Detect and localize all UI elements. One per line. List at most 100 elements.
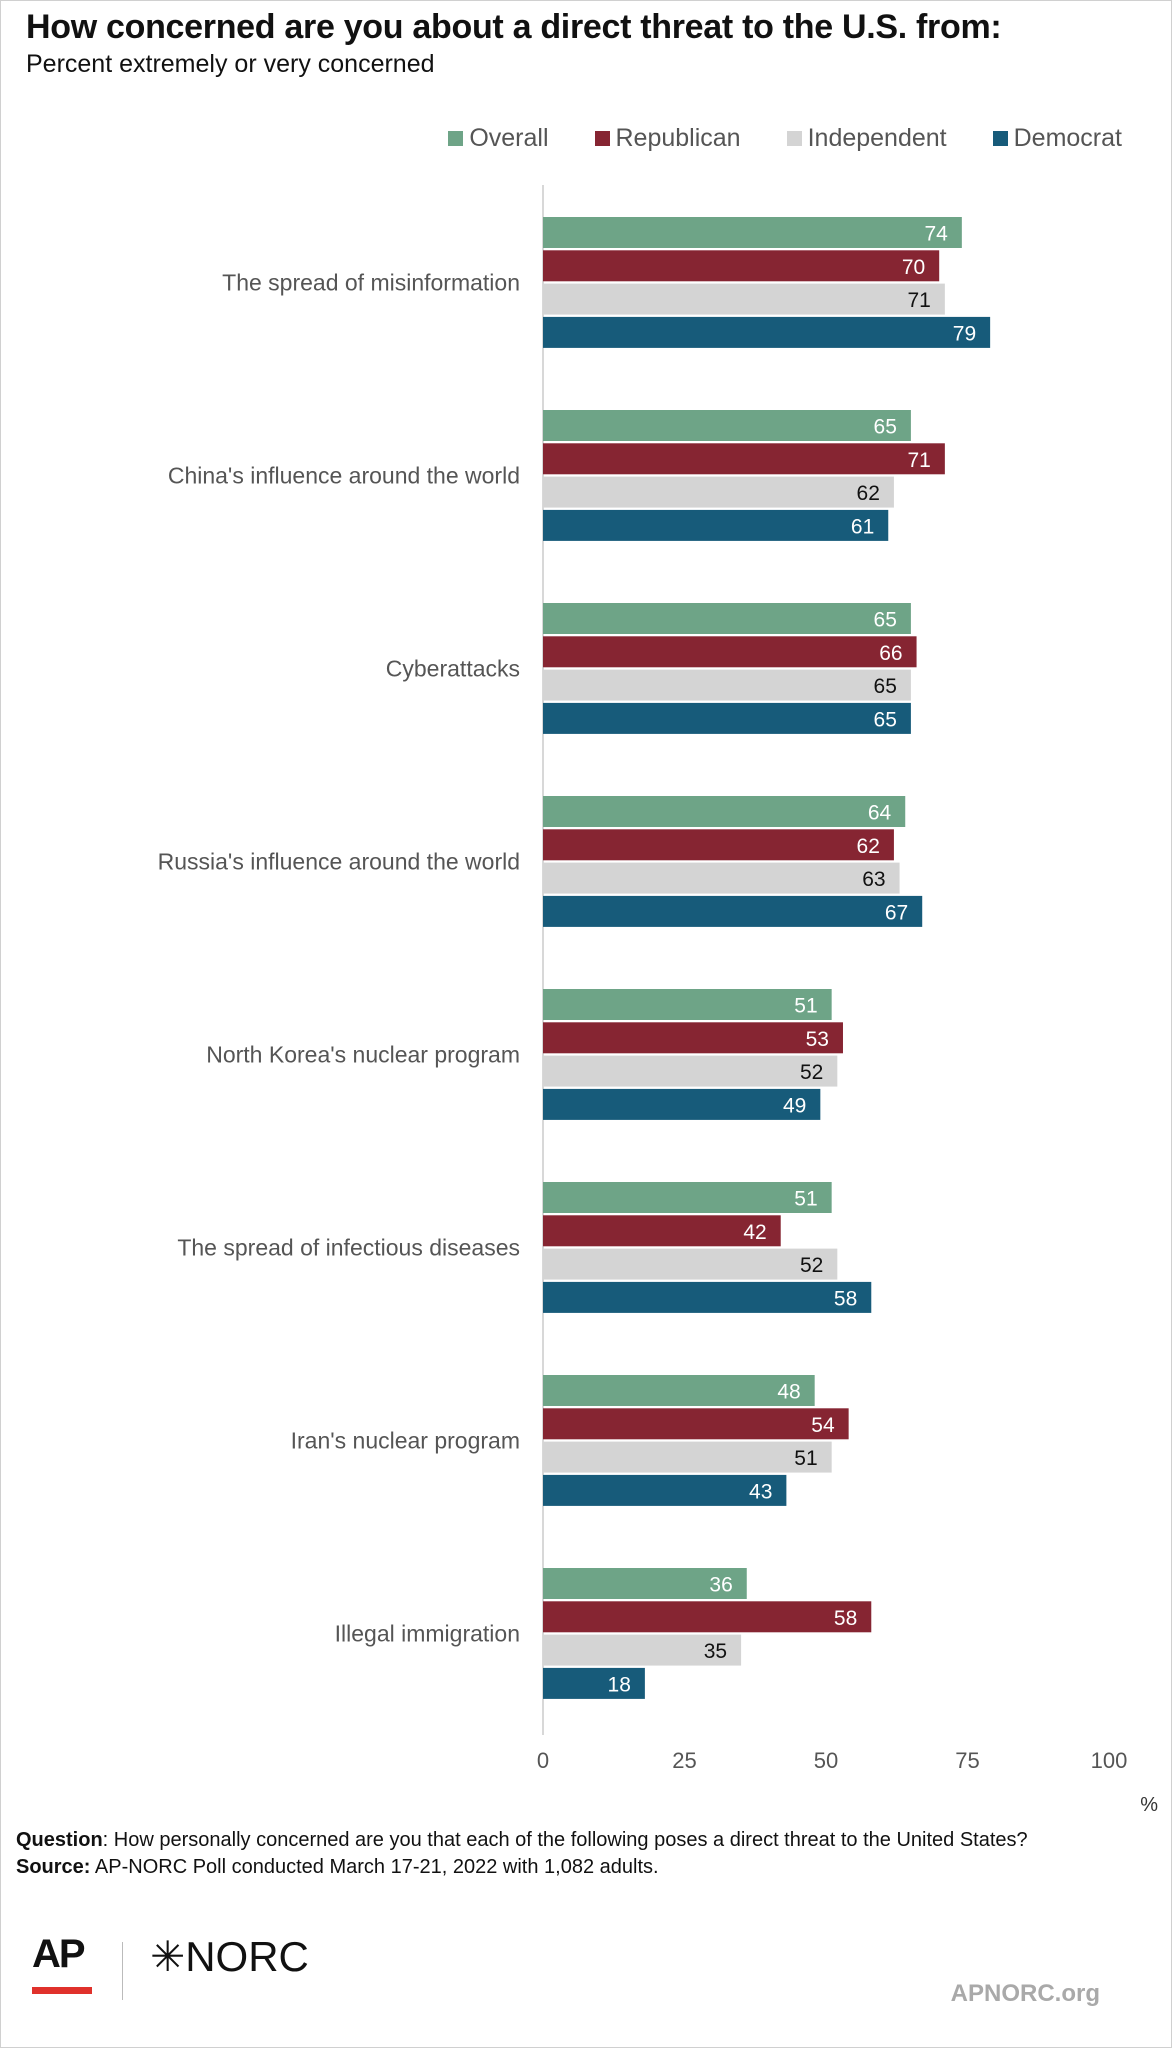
data-label-democrat-north-korea-s-nuclear-program: 49 bbox=[783, 1094, 806, 1117]
data-label-democrat-illegal-immigration: 18 bbox=[608, 1673, 631, 1696]
category-label-north-korea-s-nuclear-program: North Korea's nuclear program bbox=[206, 1041, 520, 1067]
data-label-overall-russia-s-influence-around-the-world: 64 bbox=[868, 802, 892, 825]
bar-overall-iran-s-nuclear-program bbox=[543, 1375, 815, 1406]
bar-independent-cyberattacks bbox=[543, 669, 911, 701]
bar-democrat-north-korea-s-nuclear-program bbox=[543, 1088, 821, 1120]
bar-democrat-illegal-immigration bbox=[543, 1667, 645, 1699]
x-tick-label-25: 25 bbox=[672, 1748, 696, 1773]
chart-legend: Overall Republican Independent Democrat bbox=[448, 124, 1122, 153]
bar-independent-illegal-immigration bbox=[543, 1634, 742, 1666]
x-tick-label-100: 100 bbox=[1091, 1748, 1128, 1773]
legend-item-overall: Overall bbox=[448, 124, 549, 153]
site-url: APNORC.org bbox=[950, 1980, 1100, 2007]
legend-swatch-democrat bbox=[992, 131, 1008, 146]
data-label-republican-china-s-influence-around-the-world: 71 bbox=[908, 449, 931, 472]
category-label-the-spread-of-infectious-diseases: The spread of infectious diseases bbox=[177, 1234, 520, 1260]
bar-democrat-cyberattacks bbox=[543, 702, 911, 734]
legend-item-independent: Independent bbox=[786, 124, 947, 153]
bar-democrat-the-spread-of-misinformation bbox=[543, 316, 991, 348]
bar-overall-illegal-immigration bbox=[543, 1568, 747, 1599]
chart-title: How concerned are you about a direct thr… bbox=[26, 8, 1002, 46]
bar-independent-the-spread-of-misinformation bbox=[543, 283, 945, 315]
bar-independent-china-s-influence-around-the-world bbox=[543, 476, 894, 508]
bar-republican-north-korea-s-nuclear-program bbox=[543, 1022, 843, 1054]
data-label-democrat-iran-s-nuclear-program: 43 bbox=[749, 1480, 772, 1503]
bar-republican-china-s-influence-around-the-world bbox=[543, 443, 945, 475]
data-label-independent-russia-s-influence-around-the-world: 63 bbox=[862, 868, 885, 891]
bar-republican-russia-s-influence-around-the-world bbox=[543, 829, 894, 861]
category-label-the-spread-of-misinformation: The spread of misinformation bbox=[222, 269, 520, 295]
data-label-independent-north-korea-s-nuclear-program: 52 bbox=[800, 1061, 823, 1084]
bar-democrat-china-s-influence-around-the-world bbox=[543, 509, 889, 541]
x-axis-unit: % bbox=[1140, 1794, 1158, 1816]
data-label-republican-north-korea-s-nuclear-program: 53 bbox=[806, 1028, 829, 1051]
bar-chart: The spread of misinformation 74 70 71 79 Chin… bbox=[158, 185, 1158, 1816]
legend-swatch-overall bbox=[448, 131, 464, 146]
data-label-republican-russia-s-influence-around-the-world: 62 bbox=[857, 835, 880, 858]
footnote: Question: How personally concerned are y… bbox=[16, 1827, 1156, 1881]
bar-overall-the-spread-of-misinformation bbox=[543, 217, 962, 248]
legend-item-republican: Republican bbox=[594, 124, 741, 153]
legend-label-overall: Overall bbox=[469, 124, 549, 152]
data-label-overall-the-spread-of-infectious-diseases: 51 bbox=[794, 1188, 817, 1211]
bar-independent-iran-s-nuclear-program bbox=[543, 1441, 832, 1473]
data-label-independent-the-spread-of-misinformation: 71 bbox=[908, 289, 931, 312]
source-line: Source: AP-NORC Poll conducted March 17-… bbox=[16, 1854, 1156, 1881]
data-label-democrat-cyberattacks: 65 bbox=[874, 708, 897, 731]
x-tick-label-50: 50 bbox=[814, 1748, 838, 1773]
legend-label-independent: Independent bbox=[807, 124, 947, 152]
data-label-independent-iran-s-nuclear-program: 51 bbox=[794, 1447, 817, 1470]
bar-independent-north-korea-s-nuclear-program bbox=[543, 1055, 838, 1087]
bar-independent-russia-s-influence-around-the-world bbox=[543, 862, 900, 894]
data-label-republican-iran-s-nuclear-program: 54 bbox=[811, 1414, 835, 1437]
category-label-illegal-immigration: Illegal immigration bbox=[335, 1620, 520, 1646]
data-label-overall-iran-s-nuclear-program: 48 bbox=[777, 1381, 800, 1404]
data-label-democrat-the-spread-of-infectious-diseases: 58 bbox=[834, 1287, 857, 1310]
bar-republican-the-spread-of-misinformation bbox=[543, 250, 940, 282]
legend-swatch-independent bbox=[786, 131, 802, 146]
category-label-russia-s-influence-around-the-world: Russia's influence around the world bbox=[158, 848, 520, 874]
data-label-overall-north-korea-s-nuclear-program: 51 bbox=[794, 995, 817, 1018]
data-label-independent-cyberattacks: 65 bbox=[874, 675, 897, 698]
bar-democrat-the-spread-of-infectious-diseases bbox=[543, 1281, 872, 1313]
bar-democrat-iran-s-nuclear-program bbox=[543, 1474, 787, 1506]
data-label-overall-the-spread-of-misinformation: 74 bbox=[924, 223, 948, 246]
bar-overall-the-spread-of-infectious-diseases bbox=[543, 1182, 832, 1213]
data-label-republican-illegal-immigration: 58 bbox=[834, 1607, 857, 1630]
question-line: Question: How personally concerned are y… bbox=[16, 1827, 1156, 1854]
data-label-independent-china-s-influence-around-the-world: 62 bbox=[857, 482, 880, 505]
bar-overall-north-korea-s-nuclear-program bbox=[543, 989, 832, 1020]
x-tick-label-0: 0 bbox=[537, 1748, 549, 1773]
question-label: Question bbox=[16, 1829, 103, 1851]
ap-logo-bar bbox=[32, 1987, 92, 1994]
data-label-overall-illegal-immigration: 36 bbox=[709, 1574, 732, 1597]
bar-republican-the-spread-of-infectious-diseases bbox=[543, 1215, 781, 1247]
logo-divider bbox=[122, 1942, 123, 2000]
bar-republican-cyberattacks bbox=[543, 636, 917, 668]
data-label-republican-the-spread-of-misinformation: 70 bbox=[902, 256, 925, 279]
chart-subtitle: Percent extremely or very concerned bbox=[26, 50, 435, 78]
data-label-overall-cyberattacks: 65 bbox=[874, 609, 897, 632]
norc-logo: ✳NORC bbox=[150, 1933, 309, 1980]
bar-republican-iran-s-nuclear-program bbox=[543, 1408, 849, 1440]
category-label-cyberattacks: Cyberattacks bbox=[386, 655, 520, 681]
legend-label-republican: Republican bbox=[615, 124, 741, 152]
data-label-overall-china-s-influence-around-the-world: 65 bbox=[874, 416, 897, 439]
bar-overall-china-s-influence-around-the-world bbox=[543, 410, 911, 441]
data-label-democrat-china-s-influence-around-the-world: 61 bbox=[851, 515, 874, 538]
x-tick-label-75: 75 bbox=[955, 1748, 979, 1773]
category-label-china-s-influence-around-the-world: China's influence around the world bbox=[168, 462, 520, 488]
data-label-independent-the-spread-of-infectious-diseases: 52 bbox=[800, 1254, 823, 1277]
bar-republican-illegal-immigration bbox=[543, 1601, 872, 1633]
data-label-democrat-russia-s-influence-around-the-world: 67 bbox=[885, 901, 908, 924]
bar-overall-russia-s-influence-around-the-world bbox=[543, 796, 906, 827]
data-label-democrat-the-spread-of-misinformation: 79 bbox=[953, 322, 976, 345]
data-label-republican-cyberattacks: 66 bbox=[879, 642, 902, 665]
ap-logo: AP bbox=[32, 1932, 86, 1976]
source-label: Source: bbox=[16, 1856, 91, 1878]
legend-swatch-republican bbox=[594, 131, 610, 146]
category-label-iran-s-nuclear-program: Iran's nuclear program bbox=[291, 1427, 520, 1453]
legend-label-democrat: Democrat bbox=[1013, 124, 1122, 152]
legend-item-democrat: Democrat bbox=[992, 124, 1122, 153]
data-label-independent-illegal-immigration: 35 bbox=[704, 1640, 727, 1663]
